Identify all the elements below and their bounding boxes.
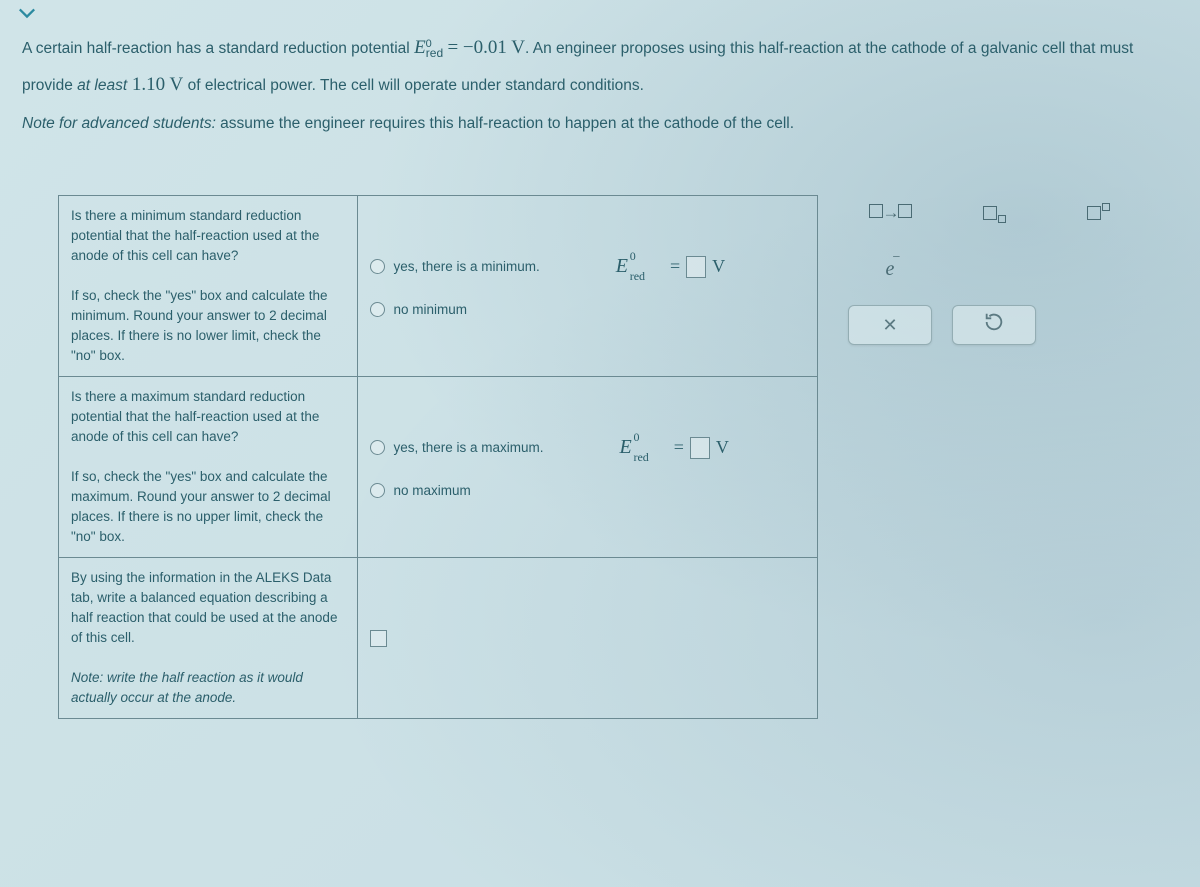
equation-min: E0red = V: [616, 255, 725, 278]
reset-button[interactable]: [952, 305, 1036, 345]
label-no-min: no minimum: [393, 302, 467, 317]
input-max-value[interactable]: [690, 437, 710, 459]
q-max-1: Is there a maximum standard reduction po…: [71, 387, 345, 447]
tool-electron[interactable]: e: [848, 249, 932, 289]
equation-max: E0red = V: [619, 436, 728, 459]
question-cell-eq: By using the information in the ALEKS Da…: [59, 558, 358, 719]
q-eq-2: Note: write the half reaction as it woul…: [71, 668, 345, 708]
reset-icon: [983, 311, 1005, 339]
label-no-max: no maximum: [393, 483, 470, 498]
radio-yes-max[interactable]: [370, 440, 385, 455]
at-least: at least: [77, 77, 127, 94]
input-min-value[interactable]: [686, 256, 706, 278]
answer-cell-min: yes, there is a minimum. E0red = V no mi…: [358, 196, 818, 377]
q-min-1: Is there a minimum standard reduction po…: [71, 206, 345, 266]
unit-min: V: [712, 256, 725, 277]
radio-no-min[interactable]: [370, 302, 385, 317]
tool-yields-arrow[interactable]: →: [848, 193, 932, 233]
table-row: By using the information in the ALEKS Da…: [59, 558, 818, 719]
answer-cell-eq: [358, 558, 818, 719]
q-max-2: If so, check the "yes" box and calculate…: [71, 467, 345, 547]
close-icon: ✕: [882, 315, 897, 336]
question-cell-min: Is there a minimum standard reduction po…: [59, 196, 358, 377]
equation-input[interactable]: [370, 630, 387, 647]
note-lead: Note for advanced students:: [22, 115, 216, 132]
answer-table: Is there a minimum standard reduction po…: [58, 195, 818, 719]
label-yes-max: yes, there is a maximum.: [393, 440, 543, 455]
question-cell-max: Is there a maximum standard reduction po…: [59, 377, 358, 558]
symbol-E: E: [414, 37, 426, 58]
note-rest: assume the engineer requires this half-r…: [216, 115, 794, 132]
tool-subscript[interactable]: [952, 193, 1036, 233]
radio-yes-min[interactable]: [370, 259, 385, 274]
clear-button[interactable]: ✕: [848, 305, 932, 345]
tool-superscript[interactable]: [1056, 193, 1140, 233]
required-volt: 1.10 V: [127, 74, 183, 95]
answer-cell-max: yes, there is a maximum. E0red = V no ma…: [358, 377, 818, 558]
q-min-2: If so, check the "yes" box and calculate…: [71, 286, 345, 366]
equals: =: [447, 37, 462, 58]
collapse-chevron-icon[interactable]: [18, 6, 36, 18]
radio-no-max[interactable]: [370, 483, 385, 498]
q-eq-1: By using the information in the ALEKS Da…: [71, 568, 345, 648]
tools-panel: → e ✕: [848, 195, 1160, 363]
unit-max: V: [716, 437, 729, 458]
table-row: Is there a minimum standard reduction po…: [59, 196, 818, 377]
table-row: Is there a maximum standard reduction po…: [59, 377, 818, 558]
prompt-text-3: of electrical power. The cell will opera…: [183, 77, 644, 94]
potential-value: −0.01 V: [463, 37, 525, 58]
label-yes-min: yes, there is a minimum.: [393, 259, 539, 274]
question-prompt: A certain half-reaction has a standard r…: [22, 28, 1182, 140]
prompt-text-1: A certain half-reaction has a standard r…: [22, 40, 414, 57]
symbol-E-sub: red: [426, 46, 443, 60]
